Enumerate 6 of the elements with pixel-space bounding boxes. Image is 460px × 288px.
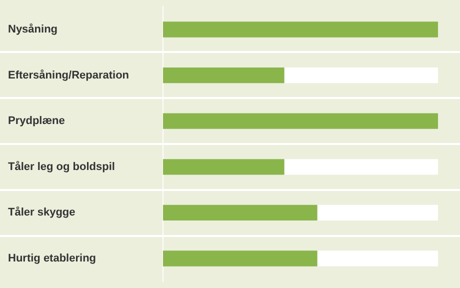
y-tick-label: Tåler skygge bbox=[8, 206, 76, 219]
y-tick-label: Nysåning bbox=[8, 22, 58, 36]
y-tick-label: Prydplæne bbox=[8, 115, 65, 128]
y-tick-label: Tåler leg og boldspil bbox=[8, 160, 115, 173]
y-tick-label: Hurtig etablering bbox=[8, 252, 96, 265]
y-tick-label: Eftersåning/Reparation bbox=[8, 68, 130, 82]
